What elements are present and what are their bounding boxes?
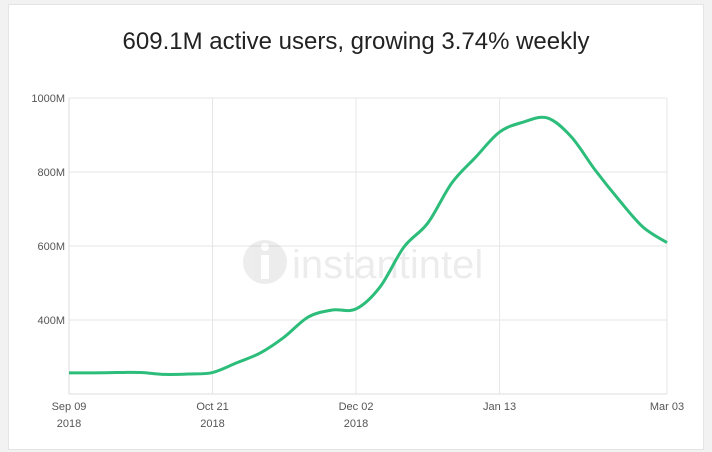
y-tick-label: 400M: [37, 315, 65, 327]
x-tick-label: Jan 13: [483, 401, 516, 413]
x-tick-label: Oct 21: [196, 401, 228, 413]
watermark: instantintel: [243, 240, 483, 287]
y-tick-label: 600M: [37, 241, 65, 253]
series-line: [68, 115, 668, 376]
y-tick-label: 800M: [37, 167, 65, 179]
x-tick-year: 2018: [200, 418, 224, 430]
x-tick-label: Sep 09: [52, 401, 87, 413]
y-tick-label: 1000M: [31, 93, 65, 105]
x-tick-label: Dec 02: [339, 401, 374, 413]
grid: [68, 97, 668, 394]
chart-title: 609.1M active users, growing 3.74% weekl…: [122, 28, 590, 55]
x-tick-label: Mar 03: [650, 401, 684, 413]
watermark-logo-icon: [243, 240, 287, 284]
watermark-text: instantintel: [292, 243, 483, 287]
x-tick-year: 2018: [344, 418, 368, 430]
x-tick-year: 2018: [57, 418, 81, 430]
